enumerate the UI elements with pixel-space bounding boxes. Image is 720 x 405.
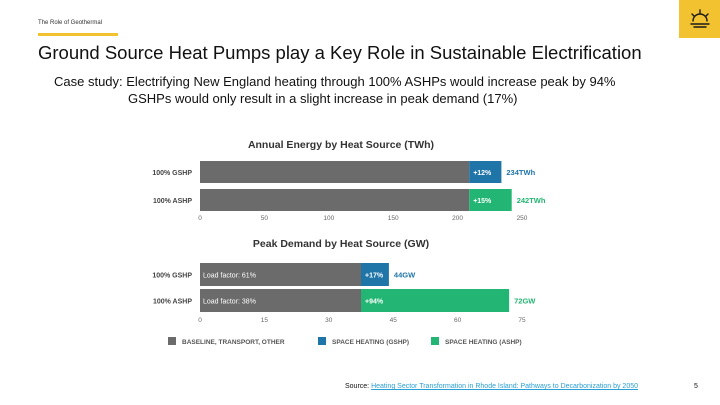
subtitle-line-2: GSHPs would only result in a slight incr… bbox=[128, 91, 518, 106]
brand-logo bbox=[679, 0, 720, 38]
bar-segment bbox=[469, 189, 512, 211]
x-tick-label: 100 bbox=[323, 215, 334, 222]
bar-segment bbox=[361, 263, 389, 286]
total-label: 242TWh bbox=[517, 196, 546, 205]
source-citation: Source: Heating Sector Transformation in… bbox=[345, 383, 638, 390]
legend-swatch bbox=[168, 337, 176, 345]
bar-segment bbox=[200, 263, 361, 286]
category-label: 100% ASHP bbox=[153, 198, 192, 205]
increase-label: +17% bbox=[365, 273, 384, 280]
increase-label: +12% bbox=[473, 170, 492, 177]
total-label: 234TWh bbox=[506, 168, 535, 177]
section-label: The Role of Geothermal bbox=[38, 20, 103, 26]
source-link[interactable]: Heating Sector Transformation in Rhode I… bbox=[371, 383, 639, 390]
bar-segment bbox=[361, 289, 510, 312]
load-factor-label: Load factor: 61% bbox=[203, 273, 256, 280]
legend-label: BASELINE, TRANSPORT, OTHER bbox=[182, 339, 285, 346]
total-label: 44GW bbox=[394, 271, 416, 280]
x-tick-label: 0 bbox=[198, 317, 202, 324]
legend-label: SPACE HEATING (ASHP) bbox=[445, 339, 522, 346]
total-label: 72GW bbox=[514, 297, 536, 306]
sunburst-logo-icon bbox=[689, 9, 710, 28]
x-tick-label: 60 bbox=[454, 317, 462, 324]
legend-label: SPACE HEATING (GSHP) bbox=[332, 339, 409, 346]
title-accent-rule bbox=[38, 33, 118, 36]
x-tick-label: 200 bbox=[452, 215, 463, 222]
source-prefix: Source: bbox=[345, 383, 372, 390]
x-tick-label: 50 bbox=[261, 215, 269, 222]
x-tick-label: 250 bbox=[517, 215, 528, 222]
bar-segment bbox=[200, 189, 470, 211]
legend-swatch bbox=[318, 337, 326, 345]
increase-label: +15% bbox=[473, 198, 492, 205]
bar-segment bbox=[200, 289, 361, 312]
increase-label: +94% bbox=[365, 299, 384, 306]
category-label: 100% GSHP bbox=[152, 170, 192, 177]
x-tick-label: 15 bbox=[261, 317, 269, 324]
page-number: 5 bbox=[694, 383, 698, 390]
bar-segment bbox=[469, 161, 502, 183]
subtitle-line-1: Case study: Electrifying New England hea… bbox=[54, 74, 616, 89]
x-tick-label: 45 bbox=[390, 317, 398, 324]
x-tick-label: 30 bbox=[325, 317, 333, 324]
load-factor-label: Load factor: 38% bbox=[203, 299, 256, 306]
x-tick-label: 150 bbox=[388, 215, 399, 222]
chart-title: Annual Energy by Heat Source (TWh) bbox=[248, 139, 434, 151]
category-label: 100% GSHP bbox=[152, 273, 192, 280]
x-tick-label: 75 bbox=[518, 317, 526, 324]
x-tick-label: 0 bbox=[198, 215, 202, 222]
category-label: 100% ASHP bbox=[153, 299, 192, 306]
bar-segment bbox=[200, 161, 470, 183]
chart-title: Peak Demand by Heat Source (GW) bbox=[253, 238, 429, 250]
slide-title: Ground Source Heat Pumps play a Key Role… bbox=[38, 42, 642, 63]
legend-swatch bbox=[431, 337, 439, 345]
